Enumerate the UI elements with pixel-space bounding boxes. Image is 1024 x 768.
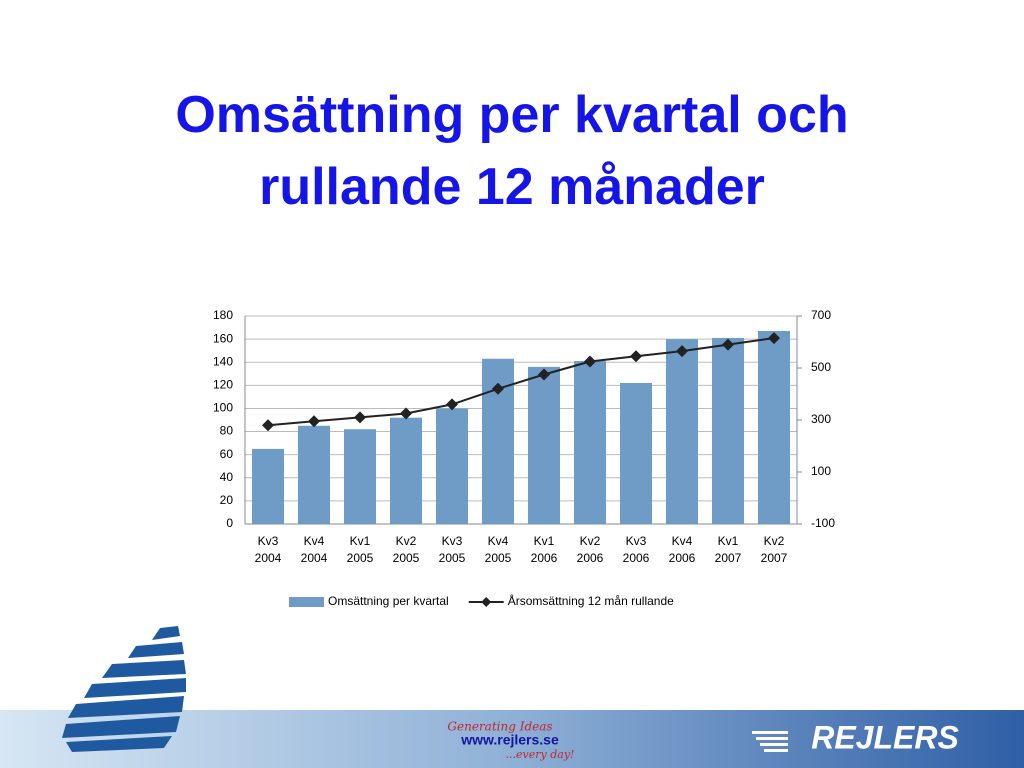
bar [298,425,330,524]
x-tick-label: 2006 [623,551,650,565]
tagline: Generating Ideas [447,720,552,734]
legend-swatch [481,597,492,607]
marker [492,382,504,395]
brand: REJLERS [811,719,959,755]
x-tick-label: 2005 [347,551,374,565]
y-tick-label: 80 [220,424,234,438]
marker [308,415,320,428]
line [267,337,775,427]
marker [722,338,734,351]
x-tick-label: 2007 [761,551,788,565]
x-tick-label: Kv4 [304,534,325,548]
x-tick-label: Kv2 [764,534,785,548]
y2-tick-label: -100 [811,516,835,530]
x-tick-label: 2007 [715,551,742,565]
bar [666,339,698,524]
y-tick-label: 160 [213,331,233,345]
bar [620,383,652,524]
y-tick-label: 60 [220,447,234,461]
bar [528,366,560,524]
x-tick-label: Kv1 [718,534,739,548]
bar [758,331,790,524]
x-tick-label: 2006 [577,551,604,565]
x-tick-label: 2005 [439,551,466,565]
marker [400,407,412,420]
bar [252,448,284,524]
y-tick-label: 180 [213,308,233,322]
bar [436,408,468,524]
x-tick-label: Kv4 [672,534,693,548]
marker [768,332,780,345]
bar [390,417,422,524]
legend-label: Årsomsättning 12 mån rullande [508,593,674,608]
x-tick-label: 2005 [393,551,420,565]
y-tick-label: 100 [213,401,233,415]
y-tick-label: 20 [220,493,234,507]
x-tick-label: Kv2 [396,534,417,548]
slogan: ...every day! [506,748,575,761]
y-tick-label: 0 [226,516,233,530]
marker [630,350,642,363]
y2-tick-label: 300 [811,412,831,426]
marker [354,411,366,424]
brand-mark [752,731,788,752]
marker [262,419,274,432]
y2-tick-label: 100 [811,464,831,478]
x-tick-label: 2006 [531,551,558,565]
x-tick-label: Kv1 [534,534,555,548]
bar [344,429,376,524]
x-tick-label: 2005 [485,551,512,565]
x-tick-label: Kv3 [442,534,463,548]
x-tick-label: 2006 [669,551,696,565]
marker [446,398,458,411]
legend-swatch [289,597,324,607]
y-tick-label: 40 [220,470,234,484]
x-tick-label: Kv1 [350,534,371,548]
url: www.rejlers.se [460,732,559,748]
legend-label: Omsättning per kvartal [328,594,449,608]
y-tick-label: 140 [213,354,233,368]
marker [676,345,688,358]
x-tick-label: Kv3 [626,534,647,548]
x-tick-label: Kv3 [258,534,279,548]
logo [62,626,186,752]
x-tick-label: Kv2 [580,534,601,548]
y2-tick-label: 500 [811,360,831,374]
marker [538,368,550,381]
x-tick-label: Kv4 [488,534,509,548]
marker [584,355,596,368]
y-tick-label: 120 [213,378,233,392]
bar [712,337,744,524]
slide-title: Omsättning per kvartal och rullande 12 må… [175,86,848,216]
x-tick-label: 2004 [301,551,328,565]
y2-tick-label: 700 [811,308,831,322]
bar [574,361,606,524]
x-tick-label: 2004 [255,551,282,565]
